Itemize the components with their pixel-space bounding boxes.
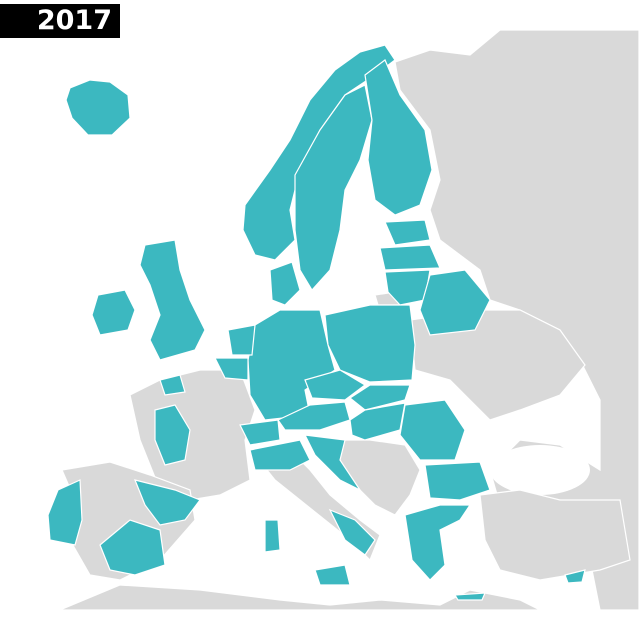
country-lithuania: [384, 269, 431, 306]
region-ukraine: [409, 309, 586, 421]
country-latvia: [379, 244, 441, 271]
country-switzerland: [239, 419, 281, 446]
country-portugal: [47, 479, 83, 546]
region-france-west: [154, 404, 191, 466]
country-greece: [404, 504, 472, 581]
country-finland: [364, 59, 433, 216]
country-bulgaria: [424, 461, 491, 501]
island-crete: [453, 592, 486, 601]
country-ireland: [91, 289, 136, 336]
country-sweden: [294, 84, 373, 292]
country-belarus: [419, 269, 491, 336]
year-label: 2017: [0, 4, 120, 38]
black-sea: [490, 445, 590, 495]
country-slovenia-croatia: [303, 434, 362, 492]
region-italy-south: [328, 508, 376, 556]
region-spain-andalusia: [99, 519, 166, 576]
country-cyprus: [564, 569, 586, 584]
country-iceland: [65, 79, 131, 136]
region-north-africa: [59, 584, 541, 611]
country-germany: [247, 309, 336, 421]
region-spain-aragon-catalonia: [134, 479, 201, 526]
region-italy-north: [249, 439, 311, 471]
country-hungary: [349, 402, 406, 441]
country-belgium: [214, 357, 249, 381]
country-denmark: [269, 261, 301, 306]
country-poland: [324, 304, 416, 383]
country-uk: [139, 239, 206, 361]
country-estonia: [384, 219, 431, 246]
island-sardinia: [264, 519, 281, 553]
region-france-normandy: [159, 374, 186, 396]
country-romania: [399, 399, 466, 461]
region-turkey: [479, 489, 631, 581]
country-czechia: [304, 369, 367, 401]
country-norway: [242, 44, 396, 261]
country-slovakia: [348, 384, 411, 411]
country-netherlands: [227, 324, 256, 356]
island-sicily: [314, 564, 351, 586]
